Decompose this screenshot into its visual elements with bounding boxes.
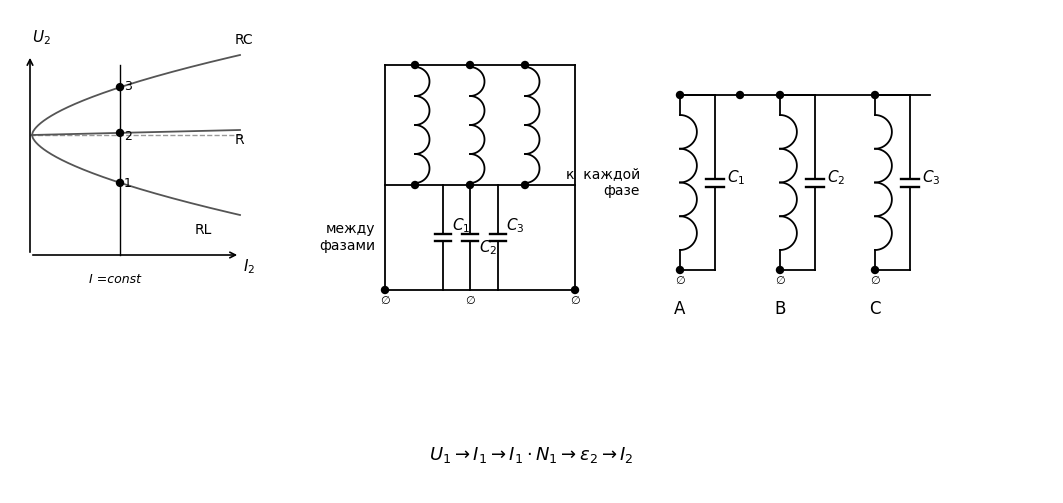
Circle shape [117, 180, 123, 186]
Text: $C_1$: $C_1$ [727, 168, 745, 187]
Text: $\varnothing$: $\varnothing$ [379, 294, 390, 306]
Circle shape [676, 267, 684, 274]
Text: I =const: I =const [89, 273, 141, 286]
Circle shape [676, 92, 684, 99]
Text: $\varnothing$: $\varnothing$ [570, 294, 580, 306]
Circle shape [872, 92, 878, 99]
Text: 3: 3 [124, 79, 132, 93]
Text: $C_3$: $C_3$ [506, 216, 525, 235]
Text: к  каждой
фазе: к каждой фазе [566, 167, 640, 198]
Circle shape [382, 287, 388, 293]
Text: RL: RL [195, 223, 213, 237]
Circle shape [776, 92, 783, 99]
Text: $U_1 \rightarrow I_1 \rightarrow I_1 \cdot N_1 \rightarrow \varepsilon_2 \righta: $U_1 \rightarrow I_1 \rightarrow I_1 \cd… [428, 445, 634, 465]
Circle shape [522, 182, 528, 189]
Text: A: A [674, 300, 686, 318]
Text: между
фазами: между фазами [319, 222, 375, 253]
Text: $\varnothing$: $\varnothing$ [870, 274, 880, 286]
Circle shape [411, 182, 419, 189]
Circle shape [117, 83, 123, 91]
Text: R: R [235, 133, 244, 147]
Circle shape [467, 61, 473, 68]
Circle shape [117, 129, 123, 136]
Circle shape [522, 61, 528, 68]
Circle shape [872, 267, 878, 274]
Text: B: B [774, 300, 786, 318]
Text: RC: RC [235, 33, 254, 47]
Circle shape [467, 182, 473, 189]
Text: $U_2$: $U_2$ [32, 28, 51, 47]
Text: $\varnothing$: $\varnothing$ [675, 274, 686, 286]
Text: $I_2$: $I_2$ [243, 257, 255, 276]
Text: 1: 1 [124, 178, 132, 190]
Circle shape [737, 92, 743, 99]
Text: $C_2$: $C_2$ [479, 238, 497, 257]
Circle shape [572, 287, 578, 293]
Circle shape [411, 61, 419, 68]
Text: 2: 2 [124, 130, 132, 143]
Text: $C_1$: $C_1$ [452, 216, 470, 235]
Text: $C_3$: $C_3$ [922, 168, 941, 187]
Text: $\varnothing$: $\varnothing$ [465, 294, 475, 306]
Text: $C_2$: $C_2$ [827, 168, 845, 187]
Circle shape [776, 267, 783, 274]
Text: C: C [870, 300, 881, 318]
Text: $\varnothing$: $\varnothing$ [775, 274, 786, 286]
